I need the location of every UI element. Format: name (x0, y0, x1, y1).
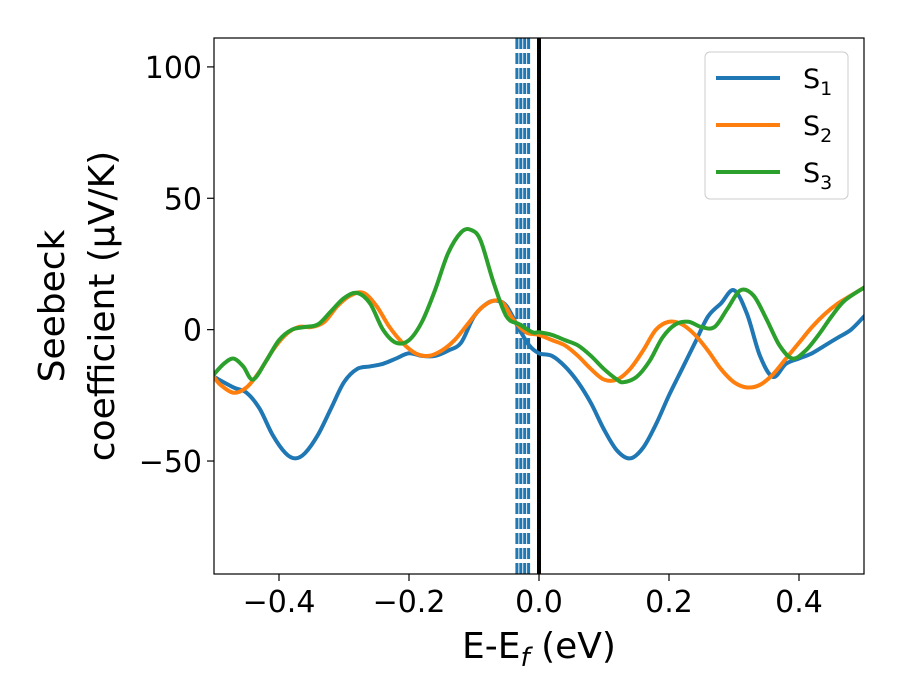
y-tick-label: 0 (183, 314, 202, 349)
x-tick-label: 0.4 (775, 585, 823, 620)
legend: S1 S2 S3 (704, 51, 849, 200)
y-axis-label-line2: coefficient (μV/K) (82, 151, 123, 461)
legend-label-s2: S2 (803, 111, 832, 147)
legend-label-s3: S3 (803, 158, 832, 194)
y-tick-label: 100 (145, 51, 202, 86)
x-tick-label: −0.2 (373, 585, 446, 620)
series-line-s3 (214, 227, 864, 385)
x-tick-label: 0.2 (645, 585, 693, 620)
y-axis-label: Seebeck coefficient (μV/K) (32, 151, 123, 461)
y-axis-label-line1: Seebeck (32, 229, 73, 382)
series-line-s1 (214, 288, 864, 461)
reference-lines (515, 38, 541, 574)
x-tick-label: −0.4 (243, 585, 316, 620)
axis-ticks: −0.4 −0.2 0.0 0.2 0.4 −50 0 50 100 (139, 51, 823, 620)
series-lines (214, 227, 864, 461)
x-tick-label: 0.0 (515, 585, 563, 620)
y-tick-label: −50 (139, 445, 202, 480)
legend-label-s1: S1 (803, 64, 832, 100)
y-tick-label: 50 (164, 182, 202, 217)
x-axis-label: E-Ef (eV) (462, 626, 616, 673)
